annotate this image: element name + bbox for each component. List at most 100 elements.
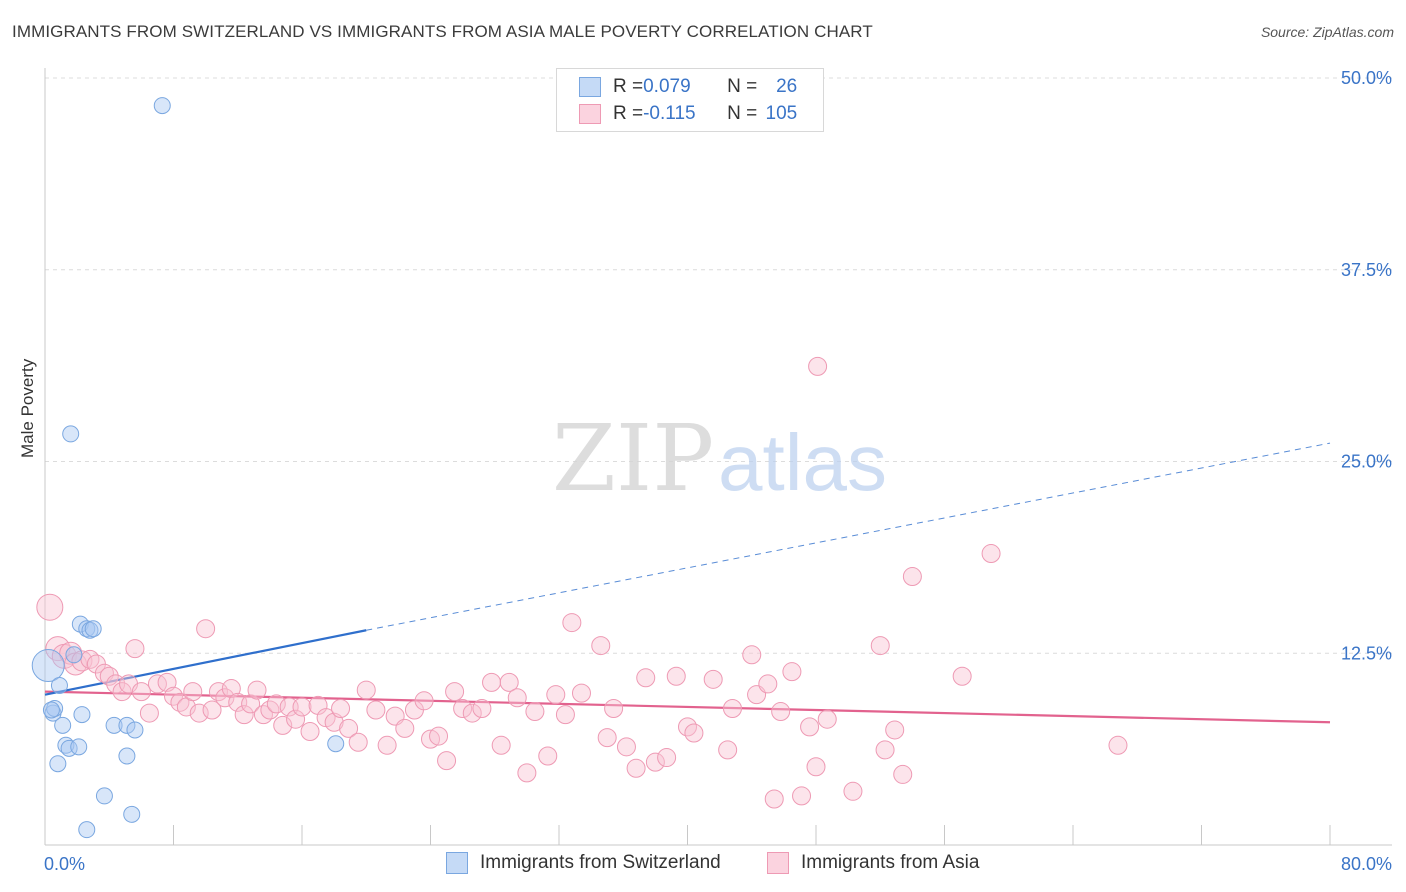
bottom-legend-swatch-switzerland	[446, 852, 468, 874]
data-point-asia	[657, 748, 677, 768]
data-point-asia	[597, 728, 617, 748]
data-point-asia	[591, 636, 611, 656]
data-point-asia	[183, 682, 203, 702]
data-point-asia	[893, 764, 913, 784]
legend-n-label: N =	[727, 76, 758, 97]
trend-line-switzerland	[44, 629, 367, 696]
data-point-switzerland	[49, 755, 67, 773]
y-tick-label: 12.5%	[1341, 643, 1392, 663]
data-point-asia	[157, 672, 177, 692]
data-point-switzerland	[123, 805, 141, 823]
data-point-switzerland	[84, 620, 102, 638]
data-point-asia	[437, 751, 457, 771]
data-point-asia	[718, 740, 738, 760]
watermark-zip: ZIP	[552, 405, 714, 512]
data-point-switzerland	[118, 747, 136, 765]
trend-line-switzerland-dashed	[366, 442, 1331, 631]
data-point-switzerland	[31, 649, 65, 683]
data-point-switzerland	[105, 716, 123, 734]
data-point-switzerland	[327, 735, 345, 753]
data-point-asia	[952, 666, 972, 686]
data-point-asia	[339, 718, 359, 738]
data-point-asia	[196, 619, 216, 639]
data-point-asia	[453, 698, 473, 718]
data-point-asia	[843, 781, 863, 801]
data-point-asia	[636, 668, 656, 688]
data-point-asia	[870, 636, 890, 656]
data-point-switzerland	[42, 701, 60, 719]
data-point-asia	[131, 682, 151, 702]
data-point-asia	[241, 694, 261, 714]
bottom-legend-switzerland: Immigrants from Switzerland	[446, 852, 721, 874]
data-point-asia	[538, 746, 558, 766]
data-point-asia	[546, 685, 566, 705]
data-point-asia	[300, 721, 320, 741]
data-point-asia	[555, 705, 575, 725]
data-point-switzerland	[153, 97, 171, 115]
data-point-asia	[147, 674, 167, 694]
bottom-legend-asia: Immigrants from Asia	[767, 852, 979, 874]
data-point-asia	[348, 732, 368, 752]
y-axis-label: Male Poverty	[18, 358, 37, 458]
data-point-asia	[703, 669, 723, 689]
legend-r-value: 0.079	[643, 76, 691, 97]
data-point-asia	[125, 639, 145, 659]
data-point-switzerland	[95, 787, 113, 805]
data-point-asia	[445, 682, 465, 702]
bottom-legend-label-switzerland: Immigrants from Switzerland	[480, 852, 721, 873]
data-point-asia	[215, 688, 235, 708]
data-point-asia	[742, 645, 762, 665]
watermark: ZIP atlas	[552, 405, 887, 512]
x-tick-label-min: 0.0%	[44, 854, 85, 874]
legend-n-label: N =	[727, 103, 758, 124]
y-tick-label: 25.0%	[1341, 452, 1392, 472]
data-point-switzerland	[54, 716, 72, 734]
legend-row-asia: R = -0.115 N = 105	[579, 102, 797, 126]
legend-row-switzerland: R = 0.079 N = 26	[579, 75, 797, 99]
y-tick-label: 50.0%	[1341, 68, 1392, 88]
x-tick-label-max: 80.0%	[1341, 854, 1392, 874]
data-point-asia	[507, 688, 527, 708]
data-point-switzerland	[50, 676, 68, 694]
legend-n-value: 26	[776, 76, 798, 97]
data-point-asia	[356, 680, 376, 700]
chart-title: IMMIGRANTS FROM SWITZERLAND VS IMMIGRANT…	[12, 22, 873, 41]
data-point-asia	[902, 567, 922, 587]
data-point-asia	[645, 752, 665, 772]
legend-r-label: R =	[613, 76, 644, 97]
bottom-legend-swatch-asia	[767, 852, 789, 874]
data-point-asia	[112, 682, 132, 702]
data-point-asia	[722, 698, 742, 718]
data-point-asia	[782, 662, 802, 682]
data-point-asia	[517, 763, 537, 783]
data-point-switzerland	[70, 738, 88, 756]
data-point-asia	[71, 650, 93, 672]
data-point-asia	[324, 712, 344, 732]
source-label: Source: ZipAtlas.com	[1260, 24, 1394, 40]
gridlines	[45, 77, 1392, 654]
data-point-asia	[266, 694, 286, 714]
data-point-asia	[885, 720, 905, 740]
data-point-asia	[666, 666, 686, 686]
data-point-asia	[758, 674, 778, 694]
legend-r-value: -0.115	[643, 103, 696, 124]
data-point-asia	[286, 709, 306, 729]
data-point-asia	[800, 717, 820, 737]
data-point-asia	[292, 697, 312, 717]
bottom-legend-label-asia: Immigrants from Asia	[801, 852, 980, 873]
legend-swatch-asia	[579, 104, 601, 124]
data-point-asia	[45, 636, 71, 662]
data-point-asia	[808, 356, 828, 376]
data-point-switzerland	[65, 646, 83, 664]
data-point-asia	[626, 758, 646, 778]
data-point-asia	[771, 702, 791, 722]
data-point-asia	[414, 691, 434, 711]
data-point-switzerland	[73, 706, 91, 724]
data-point-asia	[806, 757, 826, 777]
data-point-switzerland	[118, 716, 136, 734]
data-point-asia	[99, 666, 119, 686]
y-tick-label: 37.5%	[1341, 260, 1392, 280]
data-point-asia	[429, 726, 449, 746]
data-point-asia	[139, 703, 159, 723]
data-point-asia	[604, 698, 624, 718]
